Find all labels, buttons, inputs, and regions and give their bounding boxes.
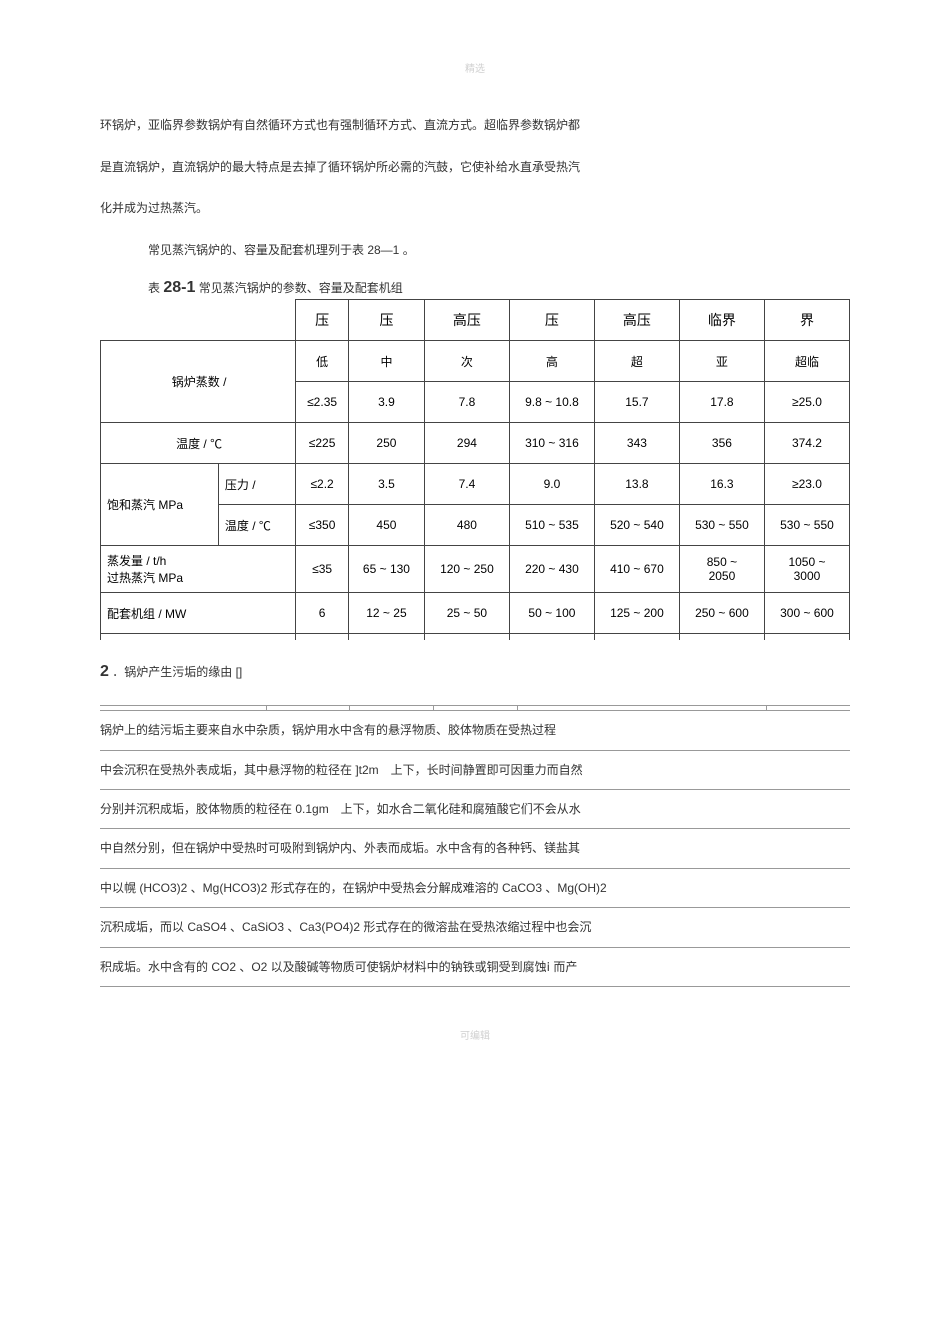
hdr-c7: 界: [764, 300, 849, 341]
r5c7: 1050 ~ 3000: [764, 546, 849, 593]
row-evap: 蒸发量 / t/h 过热蒸汽 MPa: [101, 546, 296, 593]
r3c1: ≤2.2: [296, 464, 349, 505]
boxed-3: 分别并沉积成垢，胶体物质的粒径在 0.1gm 上下，如水合二氧化硅和腐殖酸它们不…: [100, 790, 850, 829]
caption-prefix: 表: [148, 281, 163, 295]
para-3: 化并成为过热蒸汽。: [100, 188, 850, 230]
r2c1: ≤225: [296, 423, 349, 464]
boxed-6: 沉积成垢，而以 CaSO4 、CaSiO3 、Ca3(PO4)2 形式存在的微溶…: [100, 908, 850, 947]
r2c3: 294: [424, 423, 509, 464]
r6c7: 300 ~ 600: [764, 593, 849, 634]
boxed-5: 中以幌 (HCO3)2 、Mg(HCO3)2 形式存在的，在锅炉中受热会分解成难…: [100, 869, 850, 908]
row-temp: 温度 / ℃: [101, 423, 296, 464]
r2c5: 343: [594, 423, 679, 464]
boxed-4: 中自然分别，但在锅炉中受热时可吸附到锅炉内、外表而成垢。水中含有的各种钙、镁盐其: [100, 829, 850, 868]
para-table-intro: 常见蒸汽锅炉的、容量及配套机理列于表 28—1 。: [100, 230, 850, 272]
watermark-bottom: 可编辑: [100, 1027, 850, 1042]
r3c3: 7.4: [424, 464, 509, 505]
row-boiler-param: 锅炉蒸数 /: [101, 341, 296, 423]
hdr-c1: 压: [296, 300, 349, 341]
boxed-1: 锅炉上的结污垢主要来自水中杂质，锅炉用水中含有的悬浮物质、胶体物质在受热过程: [100, 711, 850, 750]
sub-c5: 超: [594, 341, 679, 382]
r5c6: 850 ~ 2050: [679, 546, 764, 593]
table-row-2: 温度 / ℃ ≤225 250 294 310 ~ 316 343 356 37…: [101, 423, 850, 464]
r4c6: 530 ~ 550: [679, 505, 764, 546]
table-empty-row: [101, 634, 850, 641]
hdr-c5: 高压: [594, 300, 679, 341]
table-row-3: 饱和蒸汽 MPa 压力 / ≤2.2 3.5 7.4 9.0 13.8 16.3…: [101, 464, 850, 505]
r5c1: ≤35: [296, 546, 349, 593]
r3c7: ≥23.0: [764, 464, 849, 505]
r4c7: 530 ~ 550: [764, 505, 849, 546]
table-subheader-row: 锅炉蒸数 / 低 中 次 高 超 亚 超临: [101, 341, 850, 382]
r6c3: 25 ~ 50: [424, 593, 509, 634]
boxed-7: 积成垢。水中含有的 CO2 、O2 以及酸碱等物质可使锅炉材料中的钠铁或铜受到腐…: [100, 948, 850, 987]
r1c3: 7.8: [424, 382, 509, 423]
r1c4: 9.8 ~ 10.8: [509, 382, 594, 423]
r1c2: 3.9: [348, 382, 424, 423]
section-2-heading: 2 ．锅炉产生污垢的缘由 []: [100, 646, 850, 699]
row-sat-steam: 饱和蒸汽 MPa: [101, 464, 219, 546]
r2c7: 374.2: [764, 423, 849, 464]
para-2: 是直流锅炉，直流锅炉的最大特点是去掉了循环锅炉所必需的汽鼓，它使补给水直承受热汽: [100, 147, 850, 189]
r2c2: 250: [348, 423, 424, 464]
r6c2: 12 ~ 25: [348, 593, 424, 634]
r6c1: 6: [296, 593, 349, 634]
hdr-c2: 压: [348, 300, 424, 341]
section-2-title: ．锅炉产生污垢的缘由 []: [109, 665, 242, 679]
hdr-c6: 临界: [679, 300, 764, 341]
para-1: 环锅炉，亚临界参数锅炉有自然循环方式也有强制循环方式、直流方式。超临界参数锅炉都: [100, 105, 850, 147]
table-caption: 表 28-1 常见蒸汽锅炉的参数、容量及配套机组: [100, 279, 850, 297]
boxed-text-container: 锅炉上的结污垢主要来自水中杂质，锅炉用水中含有的悬浮物质、胶体物质在受热过程 中…: [100, 705, 850, 987]
table-intro-text: 常见蒸汽锅炉的、容量及配套机理列于表 28—1 。: [148, 243, 415, 257]
hdr-c3: 高压: [424, 300, 509, 341]
sub-c7: 超临: [764, 341, 849, 382]
sub-c4: 高: [509, 341, 594, 382]
r1c7: ≥25.0: [764, 382, 849, 423]
r5c3: 120 ~ 250: [424, 546, 509, 593]
sub-c2: 中: [348, 341, 424, 382]
r3c6: 16.3: [679, 464, 764, 505]
r3c5: 13.8: [594, 464, 679, 505]
r5c4: 220 ~ 430: [509, 546, 594, 593]
caption-num: 28-1: [163, 279, 195, 296]
r6c5: 125 ~ 200: [594, 593, 679, 634]
sub-c3: 次: [424, 341, 509, 382]
sub-c1: 低: [296, 341, 349, 382]
boxed-2: 中会沉积在受热外表成垢，其中悬浮物的粒径在 ]t2m 上下，长时间静置即可因重力…: [100, 751, 850, 790]
r4c5: 520 ~ 540: [594, 505, 679, 546]
r3c4: 9.0: [509, 464, 594, 505]
watermark-top: 精选: [100, 60, 850, 75]
table-row-5: 蒸发量 / t/h 过热蒸汽 MPa ≤35 65 ~ 130 120 ~ 25…: [101, 546, 850, 593]
r2c4: 310 ~ 316: [509, 423, 594, 464]
r4c2: 450: [348, 505, 424, 546]
row-unit: 配套机组 / MW: [101, 593, 296, 634]
r4c3: 480: [424, 505, 509, 546]
boiler-params-table: 压 压 高压 压 高压 临界 界 锅炉蒸数 / 低 中 次 高 超 亚 超临 ≤…: [100, 299, 850, 640]
r5c2: 65 ~ 130: [348, 546, 424, 593]
r3c2: 3.5: [348, 464, 424, 505]
table-row-6: 配套机组 / MW 6 12 ~ 25 25 ~ 50 50 ~ 100 125…: [101, 593, 850, 634]
section-2-num: 2: [100, 650, 109, 695]
r2c6: 356: [679, 423, 764, 464]
table-header-row: 压 压 高压 压 高压 临界 界: [101, 300, 850, 341]
r6c6: 250 ~ 600: [679, 593, 764, 634]
row-pressure: 压力 /: [218, 464, 295, 505]
hdr-c4: 压: [509, 300, 594, 341]
caption-rest: 常见蒸汽锅炉的参数、容量及配套机组: [195, 281, 402, 295]
r4c4: 510 ~ 535: [509, 505, 594, 546]
r5c5: 410 ~ 670: [594, 546, 679, 593]
r1c1: ≤2.35: [296, 382, 349, 423]
r1c5: 15.7: [594, 382, 679, 423]
row-temp2: 温度 / ℃: [218, 505, 295, 546]
r6c4: 50 ~ 100: [509, 593, 594, 634]
r4c1: ≤350: [296, 505, 349, 546]
sub-c6: 亚: [679, 341, 764, 382]
r1c6: 17.8: [679, 382, 764, 423]
